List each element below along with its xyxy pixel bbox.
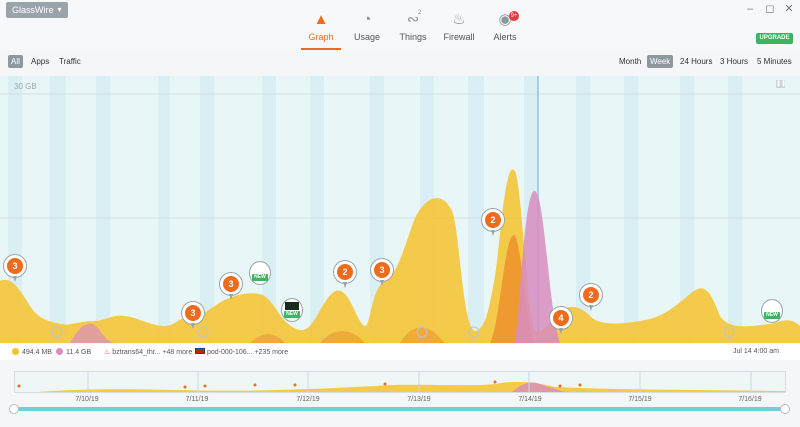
alert-marker[interactable]: 4 — [550, 307, 572, 334]
incoming-total: 494.4 MB — [12, 348, 52, 356]
y-axis-label: 30 GB — [14, 82, 37, 91]
top-host[interactable]: pod-000-106... +235 more — [195, 348, 288, 356]
new-app-marker[interactable]: NEW — [761, 299, 783, 323]
alert-marker[interactable]: 2 — [580, 284, 602, 311]
timeline-overview[interactable] — [14, 371, 786, 393]
incoming-value: 494.4 MB — [22, 349, 52, 356]
tab-usage-label: Usage — [353, 32, 380, 42]
slider-end-handle[interactable] — [780, 404, 790, 414]
incoming-dot-icon — [12, 348, 19, 355]
timeline-label: 7/14/19 — [518, 396, 542, 403]
alert-marker[interactable]: 3 — [4, 255, 26, 282]
app-switch-button[interactable]: GlassWire ▾ — [6, 2, 68, 18]
timeline-label: 7/16/19 — [738, 396, 762, 403]
timeline-label: 7/15/19 — [628, 396, 652, 403]
filter-traffic[interactable]: Traffic — [59, 57, 81, 66]
traffic-graph-svg — [0, 76, 800, 343]
tab-firewall-label: Firewall — [443, 32, 475, 42]
top-app[interactable]: ♨ bztrans64_thr... +48 more — [104, 348, 192, 356]
new-badge: NEW — [252, 274, 268, 281]
tab-firewall[interactable]: ♨ Firewall — [436, 10, 482, 50]
top-host-name: pod-000-106... — [206, 349, 253, 356]
top-app-name: bztrans64_thr... — [112, 349, 161, 356]
range-month[interactable]: Month — [619, 57, 642, 66]
app-icon — [253, 265, 267, 273]
alerts-badge: 9+ — [509, 11, 519, 21]
tab-alerts-label: Alerts — [493, 32, 517, 42]
top-app-more: +48 more — [162, 349, 193, 356]
legend-bar: 494.4 MB 11.4 GB ♨ bztrans64_thr... +48 … — [0, 344, 800, 360]
outgoing-total: 11.4 GB — [56, 348, 91, 356]
pie-icon: ◔ — [362, 11, 372, 28]
range-week[interactable]: Week — [647, 55, 674, 68]
timeline-overview-svg — [17, 372, 785, 392]
tab-alerts[interactable]: ◉ 9+ Alerts — [482, 10, 528, 50]
network-icon: ∾ — [406, 11, 420, 28]
tab-graph[interactable]: ▲ Graph — [298, 10, 344, 50]
app-icon — [765, 303, 779, 311]
maximize-icon[interactable]: ◻ — [765, 3, 775, 15]
chevron-down-icon: ▾ — [57, 5, 62, 14]
us-flag-icon — [195, 348, 205, 354]
filter-all[interactable]: All — [8, 55, 23, 68]
timeline-label: 7/12/19 — [296, 396, 320, 403]
range-5-minutes[interactable]: 5 Minutes — [757, 57, 792, 66]
things-count: 2 — [418, 10, 422, 16]
timeline-label: 7/10/19 — [75, 396, 99, 403]
tab-things[interactable]: ∾ 2 Things — [390, 10, 436, 50]
alert-marker[interactable]: 3 — [371, 259, 393, 286]
range-24-hours[interactable]: 24 Hours — [680, 57, 713, 66]
new-app-marker[interactable]: NEW — [249, 261, 271, 285]
outgoing-value: 11.4 GB — [66, 349, 92, 356]
new-app-marker[interactable]: NEW — [281, 298, 303, 322]
alert-marker[interactable]: 3 — [182, 302, 204, 329]
main-tabs: ▲ Graph ◔ Usage ∾ 2 Things ♨ Firewall ◉ … — [298, 10, 528, 50]
timeline-axis: 7/10/19 7/11/19 7/12/19 7/13/19 7/14/19 … — [0, 394, 800, 404]
outgoing-dot-icon — [56, 348, 63, 355]
new-badge: NEW — [764, 312, 780, 319]
app-icon — [285, 302, 299, 310]
traffic-graph[interactable]: 30 GB ❚❚ — [0, 76, 800, 343]
close-icon[interactable]: ✕ — [784, 3, 794, 15]
tab-things-label: Things — [399, 32, 427, 42]
filter-apps[interactable]: Apps — [31, 57, 50, 66]
graph-icon: ▲ — [313, 11, 329, 28]
top-bar: GlassWire ▾ – ◻ ✕ ▲ Graph ◔ Usage ∾ 2 Th… — [0, 0, 800, 50]
pause-icon[interactable]: ❚❚ — [776, 80, 787, 88]
alert-icon: ◉ — [498, 11, 512, 28]
upgrade-button[interactable]: UPGRADE — [756, 33, 793, 44]
tab-usage[interactable]: ◔ Usage — [344, 10, 390, 50]
flame-icon: ♨ — [104, 349, 111, 356]
timeline-range-slider[interactable] — [14, 407, 786, 411]
range-3-hours[interactable]: 3 Hours — [720, 57, 749, 66]
timeline-label: 7/11/19 — [185, 396, 209, 403]
cursor-timestamp: Jul 14 4:00 am — [733, 348, 779, 355]
tab-graph-label: Graph — [308, 32, 334, 42]
flame-icon: ♨ — [452, 11, 466, 28]
top-host-more: +235 more — [254, 349, 289, 356]
timeline-label: 7/13/19 — [407, 396, 431, 403]
alert-marker[interactable]: 2 — [482, 209, 504, 236]
alert-marker[interactable]: 3 — [220, 273, 242, 300]
new-badge: NEW — [284, 311, 300, 318]
alert-marker[interactable]: 2 — [334, 261, 356, 288]
app-switch-label: GlassWire — [12, 5, 54, 15]
minimize-icon[interactable]: – — [746, 3, 754, 15]
slider-start-handle[interactable] — [9, 404, 19, 414]
